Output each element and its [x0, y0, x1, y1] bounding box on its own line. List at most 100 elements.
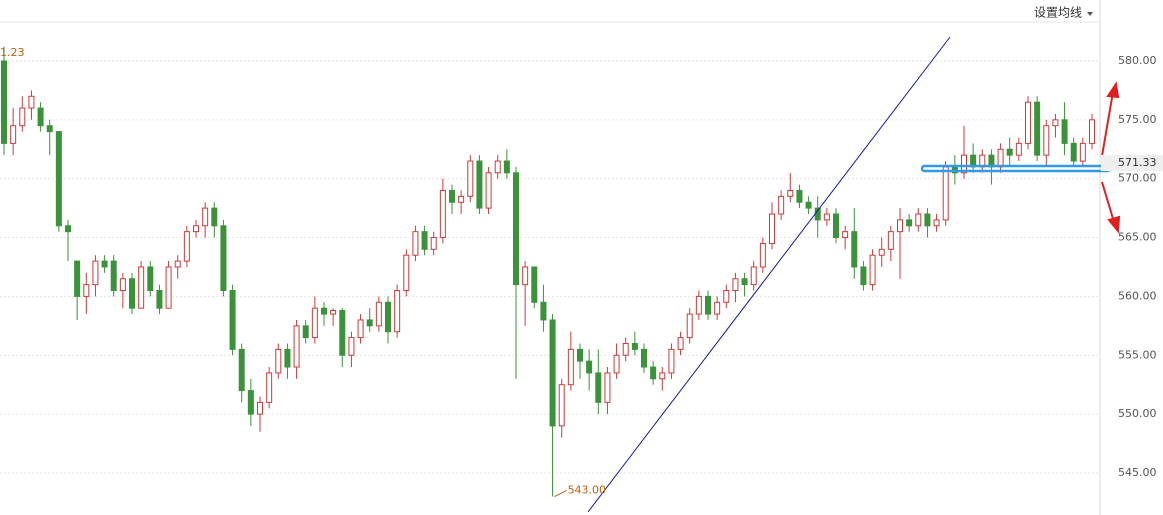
candle-body — [138, 266, 145, 309]
candle-body — [366, 319, 373, 327]
candle-body — [961, 154, 967, 174]
candle-body — [92, 260, 99, 286]
candle-body — [842, 231, 849, 239]
candle-body — [604, 372, 611, 403]
candle-body — [796, 189, 803, 203]
candle-body — [311, 307, 318, 339]
candle-body — [1015, 142, 1022, 156]
candle-body — [650, 366, 657, 380]
low-pointer — [554, 490, 567, 497]
candle-body — [19, 107, 26, 127]
candle-body — [412, 231, 419, 256]
candle-body — [147, 266, 154, 292]
candle-body — [759, 242, 766, 268]
candle-body — [339, 310, 346, 356]
candle-body — [915, 213, 922, 227]
candle-body — [659, 372, 666, 380]
candle-body — [348, 337, 355, 356]
candle-body — [942, 166, 949, 221]
candle-body — [1043, 125, 1050, 156]
y-tick-label: 555.00 — [1118, 348, 1157, 361]
y-tick-label: 545.00 — [1118, 466, 1157, 479]
candle-body — [293, 325, 300, 368]
candle-body — [275, 348, 282, 374]
candle-body — [430, 237, 437, 250]
candle-body — [37, 107, 44, 127]
candle-body — [421, 231, 428, 250]
ma-button[interactable]: 设置均线 — [1034, 6, 1082, 20]
candle-body — [906, 219, 913, 227]
candle-body — [403, 254, 410, 292]
candle-body — [220, 225, 227, 292]
candle-body — [695, 295, 702, 315]
candle-body — [1034, 101, 1041, 156]
candle-body — [769, 213, 775, 244]
candle-body — [878, 248, 885, 256]
grid: 545.00 550.00 555.00 560.00 565.00 570.00 575.… — [0, 54, 1157, 479]
trend-line — [587, 36, 951, 513]
candle-body — [805, 201, 812, 209]
candle-body — [193, 225, 199, 233]
candle-body — [513, 172, 519, 286]
candle-body — [778, 195, 785, 215]
candle-body — [165, 266, 172, 309]
candle-body — [1061, 119, 1068, 144]
candle-body — [65, 225, 71, 233]
candle-body — [174, 260, 181, 268]
candle-body — [494, 160, 501, 174]
candle-body — [1089, 119, 1095, 144]
candles — [1, 46, 1095, 497]
candle-body — [385, 301, 391, 333]
candle-body — [851, 231, 858, 268]
candle-body — [375, 301, 382, 327]
candle-body — [1070, 142, 1077, 162]
candle-body — [686, 313, 693, 339]
candle-body — [540, 301, 547, 321]
candle-body — [522, 266, 529, 286]
candle-body — [1052, 119, 1059, 127]
candle-body — [394, 290, 401, 333]
candle-body — [183, 231, 190, 262]
candle-body — [129, 278, 135, 309]
candle-body — [238, 348, 245, 392]
candle-body — [869, 254, 876, 286]
candle-body — [558, 384, 565, 427]
candle-body — [284, 348, 291, 368]
candle-body — [1, 60, 7, 144]
dropdown-caret[interactable] — [1087, 12, 1093, 16]
candle-body — [750, 266, 757, 286]
candle-body — [787, 189, 794, 197]
candle-body — [302, 325, 309, 339]
candle-body — [1025, 101, 1031, 144]
candle-body — [247, 390, 254, 415]
candle-body — [668, 348, 675, 374]
candle-body — [1006, 148, 1013, 156]
candle-body — [55, 131, 62, 227]
candle-body — [83, 284, 90, 297]
low-label: 543.00 — [568, 484, 607, 497]
candle-body — [74, 260, 81, 297]
y-tick-label: 570.00 — [1118, 172, 1157, 185]
candle-body — [458, 195, 465, 203]
candle-body — [595, 372, 602, 403]
annotations: 543.00 571.33 — [554, 155, 1163, 497]
candle-body — [28, 95, 35, 109]
candle-body — [622, 342, 629, 356]
candle-body — [723, 290, 730, 303]
candle-body — [997, 148, 1004, 168]
candle-body — [485, 172, 492, 209]
highlight-line — [920, 164, 1112, 173]
candle-body — [833, 213, 839, 239]
candle-body — [549, 319, 556, 427]
candle-body — [887, 231, 894, 250]
candle-body — [229, 290, 236, 350]
candle-body — [119, 278, 126, 292]
candle-body — [732, 278, 739, 292]
candle-body — [823, 213, 830, 221]
candle-body — [677, 337, 684, 350]
candle-body — [613, 354, 620, 374]
candle-body — [257, 401, 263, 415]
candle-body — [46, 125, 53, 133]
y-tick-label: 575.00 — [1118, 113, 1157, 126]
price-box — [1101, 155, 1163, 172]
